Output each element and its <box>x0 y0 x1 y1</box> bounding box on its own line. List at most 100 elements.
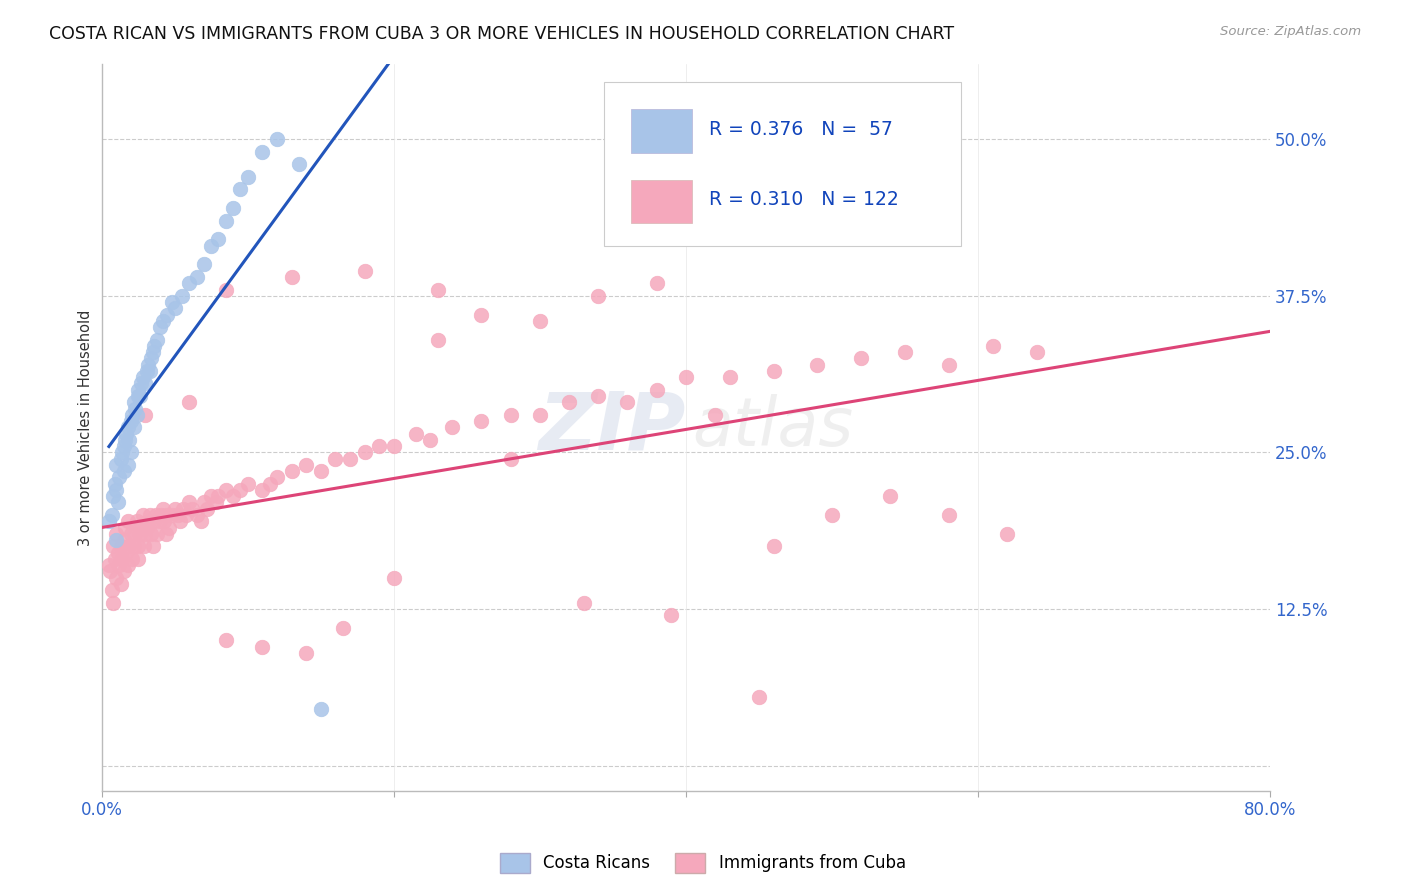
Point <box>981 339 1004 353</box>
Point <box>122 539 145 553</box>
Point <box>176 508 198 522</box>
Point <box>131 370 153 384</box>
Point <box>149 514 172 528</box>
Point <box>193 258 215 272</box>
Point <box>166 508 188 522</box>
Point <box>101 583 124 598</box>
Point <box>138 514 160 528</box>
Point <box>288 157 311 171</box>
Point <box>190 514 212 528</box>
Point <box>405 426 427 441</box>
Point <box>128 389 150 403</box>
Point <box>122 420 145 434</box>
Point <box>229 483 252 497</box>
Point <box>588 389 610 403</box>
Text: R = 0.310   N = 122: R = 0.310 N = 122 <box>709 190 898 210</box>
Point <box>181 501 204 516</box>
Point <box>112 464 135 478</box>
Point <box>266 470 288 484</box>
Point <box>179 277 201 291</box>
Point <box>107 546 129 560</box>
Point <box>179 395 201 409</box>
Point <box>103 539 125 553</box>
Point <box>117 420 139 434</box>
Point <box>645 383 668 397</box>
Point <box>163 301 186 316</box>
Point <box>135 520 157 534</box>
Point <box>110 539 132 553</box>
Point <box>762 539 785 553</box>
Point <box>382 571 405 585</box>
Point <box>152 314 174 328</box>
Point <box>139 364 162 378</box>
Point <box>134 526 156 541</box>
Point <box>118 433 141 447</box>
Point <box>499 408 522 422</box>
Point <box>1025 345 1047 359</box>
Point <box>186 508 208 522</box>
Point <box>157 520 180 534</box>
Point <box>105 533 128 547</box>
Point <box>353 445 375 459</box>
Point <box>105 483 128 497</box>
Point <box>588 289 610 303</box>
Point <box>821 508 844 522</box>
Point <box>143 514 166 528</box>
Point <box>441 420 464 434</box>
Point <box>195 501 218 516</box>
Point <box>112 533 135 547</box>
Point <box>170 289 193 303</box>
Point <box>141 526 163 541</box>
Point <box>125 408 148 422</box>
Point <box>110 577 132 591</box>
Point <box>134 408 156 422</box>
Point <box>108 558 131 573</box>
Point <box>101 508 124 522</box>
Point <box>134 376 156 391</box>
Point <box>266 132 288 146</box>
Point <box>124 401 146 416</box>
Point <box>146 333 169 347</box>
Point <box>572 596 595 610</box>
Point <box>470 414 492 428</box>
Point <box>128 526 150 541</box>
Point <box>127 383 149 397</box>
Point <box>222 201 245 215</box>
Point <box>160 295 183 310</box>
Point <box>280 464 302 478</box>
Point <box>259 476 281 491</box>
Point <box>645 277 668 291</box>
Point <box>141 351 163 366</box>
Point <box>529 408 551 422</box>
Point <box>280 270 302 285</box>
Point <box>143 339 166 353</box>
Point <box>142 345 165 359</box>
Point <box>236 169 259 184</box>
Point <box>426 283 449 297</box>
Point <box>121 408 143 422</box>
Point <box>118 539 141 553</box>
Point <box>718 370 741 384</box>
Point <box>153 514 176 528</box>
Point <box>499 451 522 466</box>
Point <box>117 458 139 472</box>
Point <box>121 552 143 566</box>
Point <box>127 539 149 553</box>
Point <box>172 501 194 516</box>
Bar <box>631 179 692 223</box>
Point <box>200 489 222 503</box>
Point <box>104 552 127 566</box>
Point <box>131 508 153 522</box>
Point <box>169 514 191 528</box>
Point <box>146 526 169 541</box>
Point <box>675 370 697 384</box>
Point <box>155 526 177 541</box>
Point <box>252 145 274 159</box>
Point <box>252 640 274 654</box>
Point <box>120 526 142 541</box>
Point <box>215 483 238 497</box>
Point <box>295 646 318 660</box>
Point <box>186 270 208 285</box>
Point <box>339 451 361 466</box>
Point <box>207 489 229 503</box>
